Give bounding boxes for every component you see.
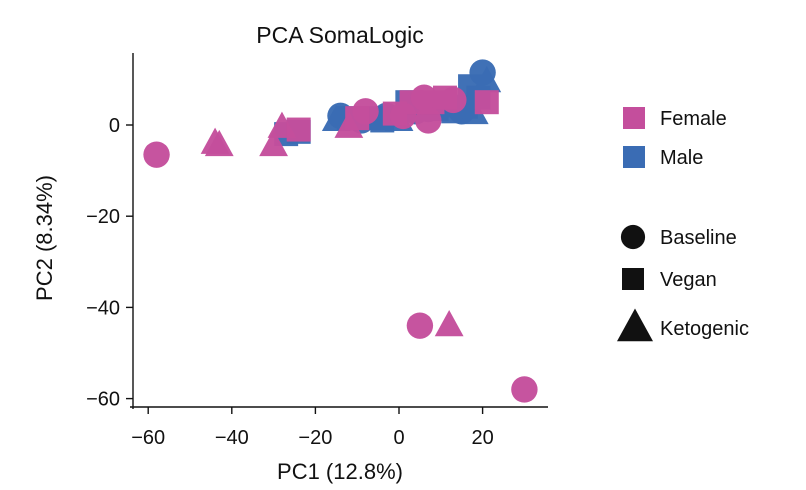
legend-label-male: Male (660, 147, 703, 169)
data-point-female-circle (440, 86, 467, 114)
legend-label-baseline: Baseline (660, 227, 737, 249)
legend-swatch-male (623, 146, 645, 168)
y-tick-label: −60 (86, 389, 120, 411)
legend-marker-vegan (622, 268, 644, 290)
legend-label-female: Female (660, 108, 727, 130)
data-point-female-square (345, 106, 370, 131)
y-tick-label: 0 (109, 115, 120, 137)
chart-title: PCA SomaLogic (256, 22, 423, 48)
x-tick-label: 20 (471, 427, 493, 449)
data-point-female-square (474, 90, 499, 115)
legend-color: Female Male (623, 107, 727, 169)
legend-shape: Baseline Vegan Ketogenic (617, 224, 749, 342)
data-point-female-square (286, 117, 311, 142)
x-axis-label: PC1 (12.8%) (277, 459, 403, 484)
y-tick-label: −40 (86, 297, 120, 319)
data-point-female-circle (511, 376, 538, 403)
y-axis-label: PC2 (8.34%) (32, 175, 57, 301)
x-tick-label: −20 (298, 427, 332, 449)
x-axis-ticks: −60 −40 −20 0 20 (131, 407, 494, 449)
x-tick-label: −60 (131, 427, 165, 449)
data-point-female-triangle (259, 129, 288, 157)
data-point-female-triangle (204, 129, 234, 157)
data-point-male-triangle (472, 66, 502, 93)
data-point-female-triangle (434, 310, 464, 337)
x-tick-label: −40 (215, 427, 249, 449)
legend-marker-ketogenic (617, 308, 653, 342)
x-tick-label: 0 (393, 427, 404, 449)
data-point-female-circle (143, 141, 170, 168)
data-point-male-triangle (459, 97, 489, 125)
data-point-female-circle (406, 312, 434, 339)
legend-label-vegan: Vegan (660, 269, 717, 291)
plot-area (143, 59, 538, 403)
y-axis-ticks: 0 −20 −40 −60 (86, 115, 133, 411)
legend-label-ketogenic: Ketogenic (660, 318, 749, 340)
y-tick-label: −20 (86, 206, 120, 228)
legend-swatch-female (623, 107, 645, 129)
legend-marker-baseline (620, 224, 646, 250)
